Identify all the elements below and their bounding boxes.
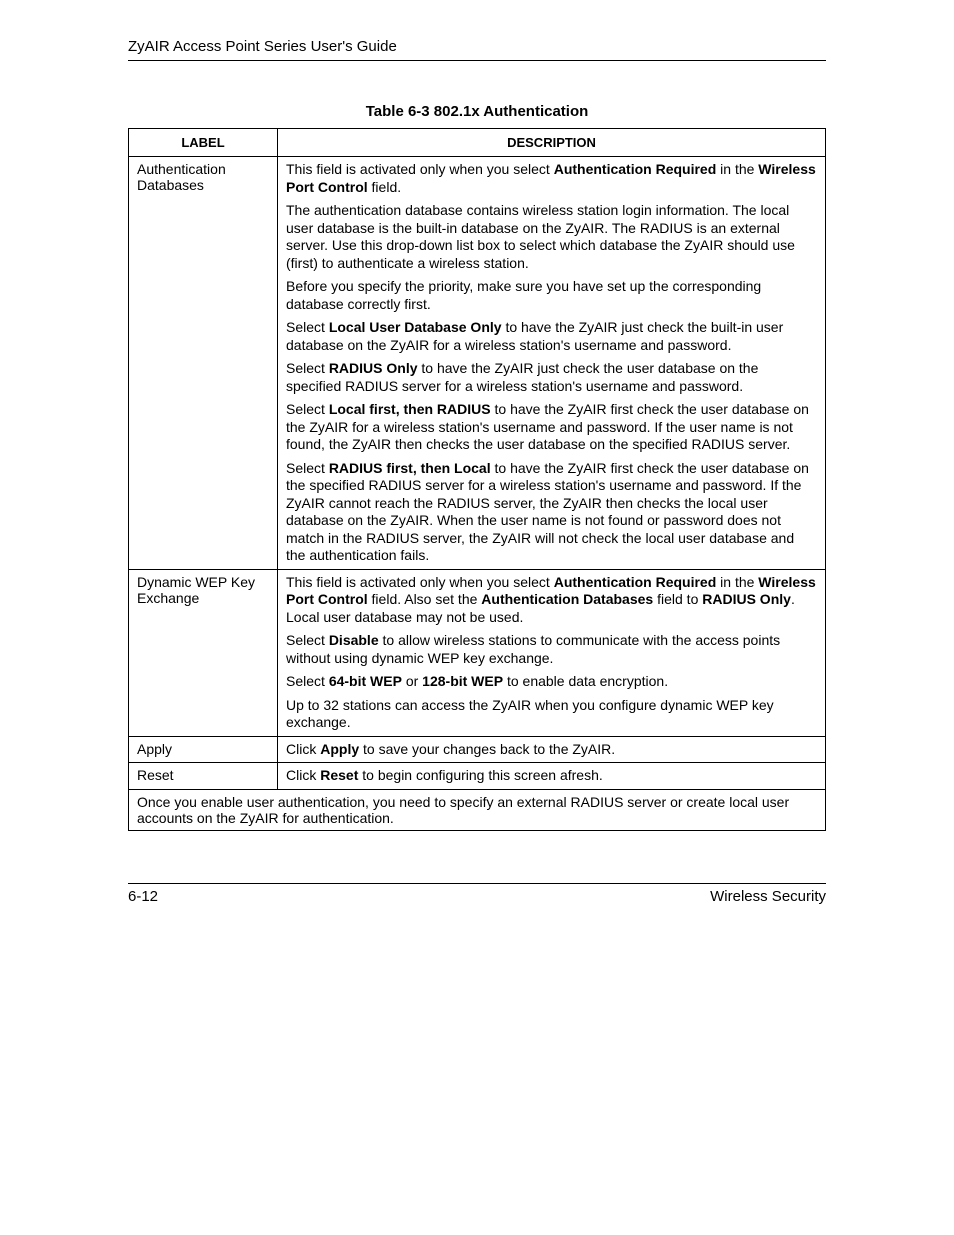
description-paragraph: Click Apply to save your changes back to…	[286, 741, 817, 759]
row-description: Click Reset to begin configuring this sc…	[278, 763, 826, 790]
description-paragraph: Up to 32 stations can access the ZyAIR w…	[286, 697, 817, 732]
description-paragraph: Select RADIUS Only to have the ZyAIR jus…	[286, 360, 817, 395]
footer-page-number: 6-12	[128, 888, 158, 905]
row-description: This field is activated only when you se…	[278, 569, 826, 736]
table-footnote-row: Once you enable user authentication, you…	[129, 789, 826, 830]
page-header: ZyAIR Access Point Series User's Guide	[128, 38, 826, 61]
description-paragraph: Click Reset to begin configuring this sc…	[286, 767, 817, 785]
row-label: Authentication Databases	[129, 157, 278, 570]
page: ZyAIR Access Point Series User's Guide T…	[0, 0, 954, 1235]
table-row: Authentication DatabasesThis field is ac…	[129, 157, 826, 570]
description-paragraph: Select Local User Database Only to have …	[286, 319, 817, 354]
row-description: This field is activated only when you se…	[278, 157, 826, 570]
row-label: Dynamic WEP Key Exchange	[129, 569, 278, 736]
description-paragraph: Select Disable to allow wireless station…	[286, 632, 817, 667]
row-label: Reset	[129, 763, 278, 790]
description-paragraph: This field is activated only when you se…	[286, 574, 817, 627]
table-header-row: LABEL DESCRIPTION	[129, 129, 826, 157]
description-paragraph: Before you specify the priority, make su…	[286, 278, 817, 313]
table-row: Dynamic WEP Key ExchangeThis field is ac…	[129, 569, 826, 736]
row-label: Apply	[129, 736, 278, 763]
header-title: ZyAIR Access Point Series User's Guide	[128, 38, 397, 55]
table-row: Apply Click Apply to save your changes ba…	[129, 736, 826, 763]
description-paragraph: The authentication database contains wir…	[286, 202, 817, 272]
row-description: Click Apply to save your changes back to…	[278, 736, 826, 763]
description-paragraph: This field is activated only when you se…	[286, 161, 817, 196]
description-paragraph: Select 64-bit WEP or 128-bit WEP to enab…	[286, 673, 817, 691]
description-paragraph: Select Local first, then RADIUS to have …	[286, 401, 817, 454]
auth-table: LABEL DESCRIPTION Authentication Databas…	[128, 128, 826, 831]
page-footer: 6-12 Wireless Security	[128, 883, 826, 905]
col-header-label: LABEL	[129, 129, 278, 157]
footer-section: Wireless Security	[710, 888, 826, 905]
table-row: Reset Click Reset to begin configuring th…	[129, 763, 826, 790]
table-footnote: Once you enable user authentication, you…	[129, 789, 826, 830]
description-paragraph: Select RADIUS first, then Local to have …	[286, 460, 817, 565]
col-header-description: DESCRIPTION	[278, 129, 826, 157]
table-caption: Table 6-3 802.1x Authentication	[128, 103, 826, 120]
